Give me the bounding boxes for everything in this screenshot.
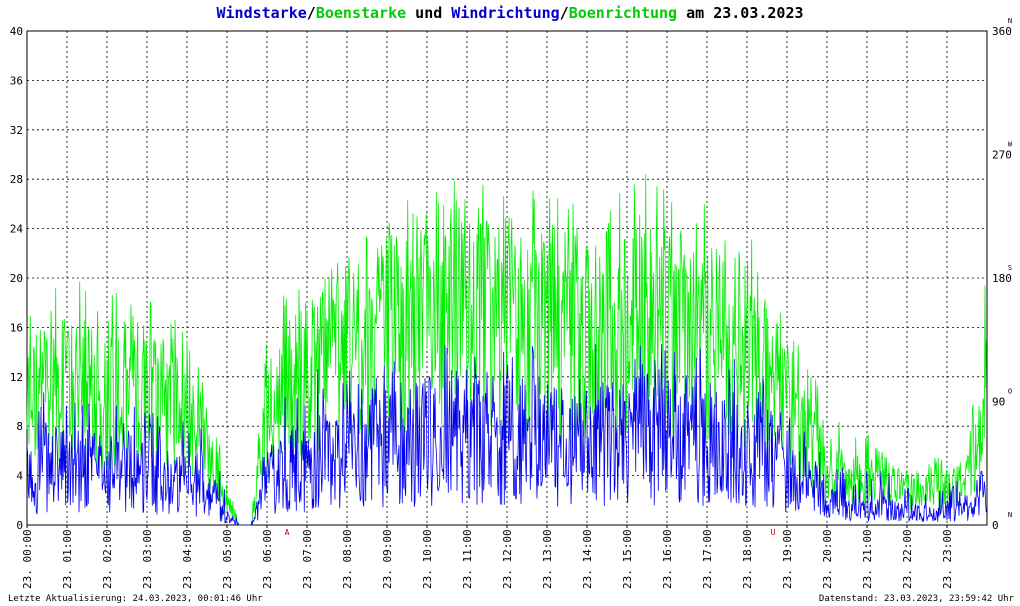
x-tick-label: 23. 12:00 bbox=[501, 529, 514, 589]
compass-label: N bbox=[1008, 17, 1012, 25]
x-tick-label: 23. 01:00 bbox=[61, 529, 74, 589]
left-tick-label: 20 bbox=[10, 272, 23, 285]
left-tick-label: 32 bbox=[10, 124, 23, 137]
x-tick-label: 23. 13:00 bbox=[541, 529, 554, 589]
title-part: Boenrichtung bbox=[569, 4, 677, 22]
compass-label: O bbox=[1008, 388, 1012, 396]
x-tick-label: 23. 16:00 bbox=[661, 529, 674, 589]
compass-label: W bbox=[1008, 141, 1013, 149]
left-tick-label: 24 bbox=[10, 223, 24, 236]
x-tick-label: 23. 23:00 bbox=[941, 529, 954, 589]
title-part: / bbox=[560, 4, 569, 22]
footer-last-update: Letzte Aktualisierung: 24.03.2023, 00:01… bbox=[8, 594, 263, 604]
right-tick-label: 0 bbox=[992, 519, 999, 532]
footer-data-state: Datenstand: 23.03.2023, 23:59:42 Uhr bbox=[819, 594, 1015, 604]
title-part: am 23.03.2023 bbox=[677, 4, 803, 22]
left-tick-label: 40 bbox=[10, 25, 23, 38]
x-tick-label: 23. 04:00 bbox=[181, 529, 194, 589]
left-tick-label: 28 bbox=[10, 173, 23, 186]
title-part: Windstarke bbox=[216, 4, 306, 22]
series-boenstarke-line bbox=[26, 174, 987, 526]
x-tick-label: 23. 21:00 bbox=[861, 529, 874, 589]
series-windstarke-line bbox=[26, 343, 987, 526]
x-tick-label: 23. 07:00 bbox=[301, 529, 314, 589]
right-tick-label: 360 bbox=[992, 25, 1012, 38]
title-part: / bbox=[307, 4, 316, 22]
x-tick-label: 23. 03:00 bbox=[141, 529, 154, 589]
x-tick-label: 23. 00:00 bbox=[21, 529, 34, 589]
x-tick-label: 23. 02:00 bbox=[101, 529, 114, 589]
left-tick-label: 8 bbox=[16, 420, 23, 433]
x-tick-label: 23. 15:00 bbox=[621, 529, 634, 589]
x-tick-label: 23. 06:00 bbox=[261, 529, 274, 589]
left-tick-label: 12 bbox=[10, 371, 23, 384]
title-part: und bbox=[406, 4, 451, 22]
x-tick-label: 23. 19:00 bbox=[781, 529, 794, 589]
x-tick-label: 23. 10:00 bbox=[421, 529, 434, 589]
x-tick-label: 23. 14:00 bbox=[581, 529, 594, 589]
compass-label: S bbox=[1008, 264, 1012, 272]
compass-label: N bbox=[1008, 511, 1012, 519]
title-part: Windrichtung bbox=[451, 4, 559, 22]
x-tick-label: 23. 18:00 bbox=[741, 529, 754, 589]
x-marker-label: U bbox=[771, 528, 776, 537]
chart-title: Windstarke/Boenstarke und Windrichtung/B… bbox=[216, 4, 803, 22]
plot-area: 0481216202428323640090180270360NOSWN23. … bbox=[10, 0, 1013, 589]
x-tick-label: 23. 17:00 bbox=[701, 529, 714, 589]
right-tick-label: 270 bbox=[992, 149, 1012, 162]
left-tick-label: 0 bbox=[16, 519, 23, 532]
x-tick-label: 23. 11:00 bbox=[461, 529, 474, 589]
left-tick-label: 4 bbox=[16, 470, 23, 483]
x-marker-label: A bbox=[285, 528, 290, 537]
left-tick-label: 36 bbox=[10, 74, 23, 87]
x-tick-label: 23. 08:00 bbox=[341, 529, 354, 589]
left-tick-label: 16 bbox=[10, 321, 23, 334]
right-tick-label: 90 bbox=[992, 396, 1005, 409]
x-tick-label: 23. 09:00 bbox=[381, 529, 394, 589]
title-part: Boenstarke bbox=[316, 4, 406, 22]
right-tick-label: 180 bbox=[992, 272, 1012, 285]
x-tick-label: 23. 22:00 bbox=[901, 529, 914, 589]
x-tick-label: 23. 05:00 bbox=[221, 529, 234, 589]
x-tick-label: 23. 20:00 bbox=[821, 529, 834, 589]
